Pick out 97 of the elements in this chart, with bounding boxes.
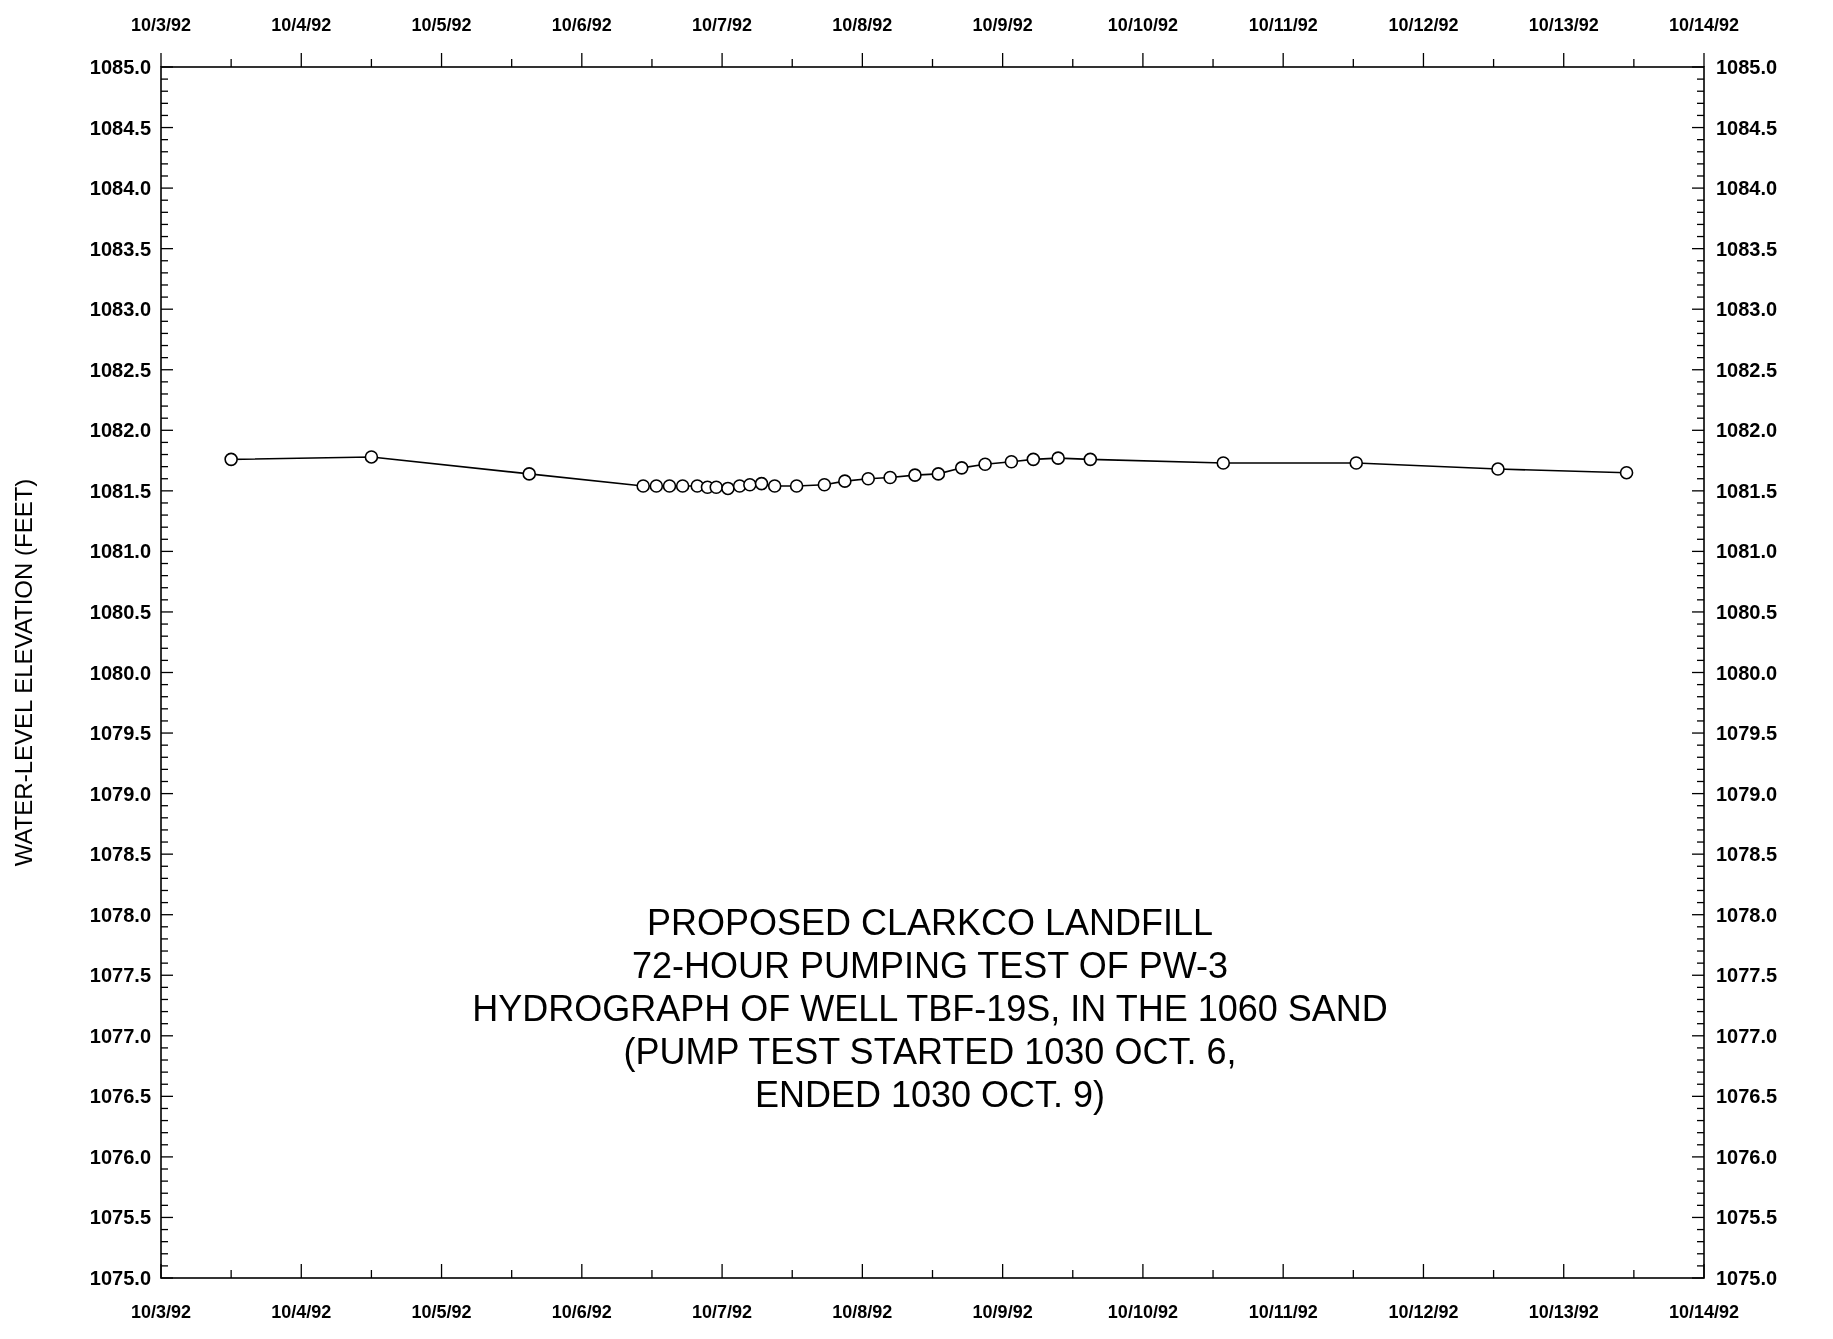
y2-tick-label: 1082.0: [1716, 419, 1778, 442]
y-tick-label: 1082.0: [89, 419, 151, 442]
y2-tick-label: 1077.0: [1716, 1024, 1778, 1047]
y-tick-label: 1084.5: [89, 116, 151, 139]
y-tick-label: 1079.0: [89, 782, 151, 805]
y2-tick-label: 1079.5: [1716, 722, 1778, 745]
y-tick-label: 1084.0: [89, 177, 151, 200]
x2-tick-label: 10/3/92: [130, 15, 192, 35]
x2-tick-label: 10/11/92: [1248, 15, 1318, 35]
x2-tick-label: 10/6/92: [551, 15, 612, 35]
point: [709, 480, 724, 495]
point: [1004, 454, 1019, 469]
y-tick-label: 1081.5: [89, 479, 151, 502]
point: [364, 450, 379, 464]
y-tick-label: 1077.5: [89, 964, 151, 987]
point: [817, 478, 832, 492]
point: [954, 461, 969, 475]
y-tick-label: 1079.5: [89, 722, 151, 745]
y-tick-label: 1081.0: [89, 540, 151, 563]
x-tick-label: 10/12/92: [1388, 1302, 1459, 1322]
y2-tick-label: 1075.0: [1716, 1267, 1778, 1289]
y-tick-label: 1082.5: [89, 358, 151, 381]
x-tick-label: 10/6/92: [551, 1302, 612, 1322]
point: [1349, 456, 1364, 470]
point: [1619, 465, 1634, 480]
y2-tick-label: 1077.5: [1716, 964, 1778, 987]
point: [721, 481, 735, 496]
y2-tick-label: 1085.0: [1716, 56, 1778, 78]
x2-tick-label: 10/9/92: [972, 15, 1033, 35]
x-tick-label: 10/13/92: [1528, 1302, 1599, 1322]
x2-tick-label: 10/10/92: [1107, 15, 1178, 35]
x-tick-label: 10/9/92: [972, 1302, 1033, 1322]
x-tick-label: 10/14/92: [1668, 1302, 1740, 1322]
point: [636, 479, 650, 493]
y-tick-label: 1077.0: [89, 1024, 151, 1047]
point: [743, 478, 757, 492]
y-tick-label: 1078.5: [89, 843, 151, 866]
point: [1216, 456, 1231, 470]
point: [931, 467, 946, 481]
y2-tick-label: 1083.5: [1716, 237, 1778, 260]
x-tick-label: 10/10/92: [1107, 1302, 1178, 1322]
x-tick-label: 10/11/92: [1248, 1302, 1318, 1322]
x-tick-label: 10/8/92: [832, 1302, 893, 1322]
x2-tick-label: 10/12/92: [1388, 15, 1459, 35]
y-tick-label: 1075.0: [89, 1267, 151, 1289]
x-tick-label: 10/4/92: [271, 1302, 332, 1322]
y2-tick-label: 1076.5: [1716, 1085, 1778, 1108]
y2-tick-label: 1080.0: [1716, 661, 1778, 684]
y-tick-label: 1085.0: [89, 56, 151, 78]
y2-tick-label: 1084.5: [1716, 116, 1778, 139]
point: [1026, 452, 1041, 467]
point: [838, 474, 852, 488]
x2-tick-label: 10/7/92: [692, 15, 753, 35]
point: [1083, 452, 1098, 467]
y-tick-label: 1080.0: [89, 661, 151, 684]
y2-tick-label: 1078.0: [1716, 903, 1778, 926]
point: [767, 479, 782, 493]
text: PROPOSED CLARKCO LANDFILL 72-HOUR PUMPING TEST OF PW-3 HYDROGRAPH OF WELL TBF-19S, IN THE 1060 SAND (PUMP TEST STARTED 1030 OCT. 6, ENDED 1030 OCT. 9): [472, 902, 1388, 1115]
point: [908, 468, 922, 482]
point: [789, 479, 804, 493]
point: [978, 457, 992, 472]
point: [649, 479, 664, 493]
y-tick-label: 1080.5: [89, 600, 151, 623]
y2-tick-label: 1083.0: [1716, 298, 1778, 321]
x2-tick-label: 10/4/92: [271, 15, 332, 35]
point: [1491, 462, 1505, 476]
x-tick-label: 10/3/92: [130, 1302, 192, 1322]
x-tick-label: 10/7/92: [692, 1302, 753, 1322]
x2-tick-label: 10/14/92: [1668, 15, 1740, 35]
y2-tick-label: 1079.0: [1716, 782, 1778, 805]
y-tick-label: 1078.0: [89, 903, 151, 926]
y-tick-label: 1075.5: [89, 1206, 151, 1229]
y2-tick-label: 1081.5: [1716, 479, 1778, 502]
y2-tick-label: 1075.5: [1716, 1206, 1778, 1229]
point: [861, 471, 876, 486]
point: [1051, 451, 1065, 465]
point: [522, 467, 537, 481]
y-tick-label: 1083.0: [89, 298, 151, 321]
y2-tick-label: 1076.0: [1716, 1145, 1778, 1168]
y2-tick-label: 1078.5: [1716, 843, 1778, 866]
x-tick-label: 10/5/92: [411, 1302, 472, 1322]
point: [662, 479, 677, 493]
y-tick-label: 1083.5: [89, 237, 151, 260]
point: [675, 479, 690, 493]
y-tick-label: 1076.5: [89, 1085, 151, 1108]
y2-tick-label: 1082.5: [1716, 358, 1778, 381]
point: [883, 470, 897, 485]
point: [754, 476, 769, 491]
y-tick-label: 1076.0: [89, 1145, 151, 1168]
y-axis-title: WATER-LEVEL ELEVATION (FEET): [10, 478, 37, 867]
x2-tick-label: 10/5/92: [411, 15, 472, 35]
y2-tick-label: 1084.0: [1716, 177, 1778, 200]
y2-tick-label: 1080.5: [1716, 600, 1778, 623]
x2-tick-label: 10/13/92: [1528, 15, 1599, 35]
y2-tick-label: 1081.0: [1716, 540, 1778, 563]
x2-tick-label: 10/8/92: [832, 15, 893, 35]
point: [224, 452, 238, 467]
